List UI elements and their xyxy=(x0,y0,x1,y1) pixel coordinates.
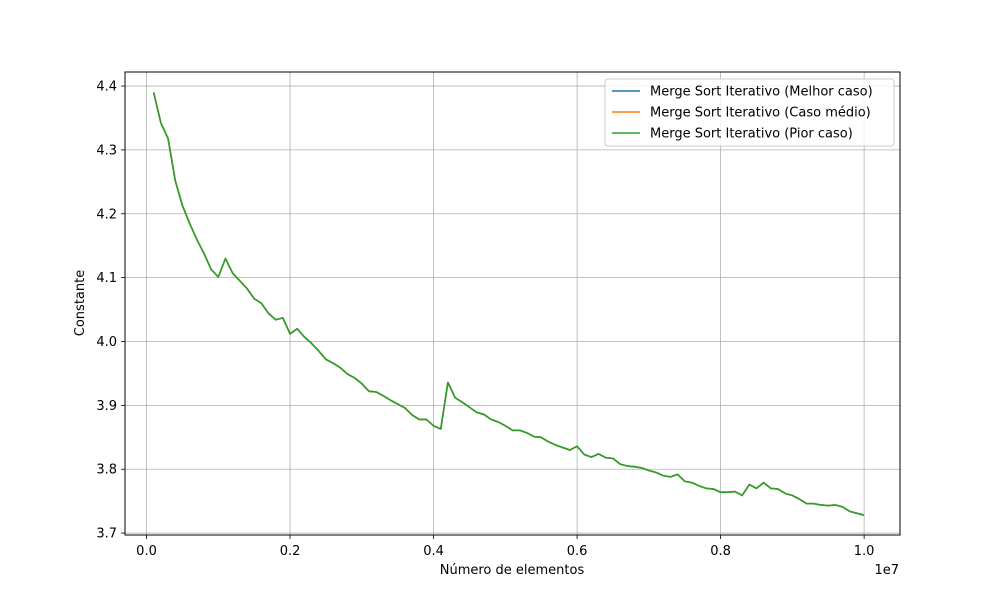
x-tick-label: 0.0 xyxy=(136,544,157,559)
x-tick-label: 0.8 xyxy=(710,544,731,559)
y-tick-label: 3.7 xyxy=(96,527,117,542)
legend: Merge Sort Iterativo (Melhor caso) Merge … xyxy=(604,78,895,147)
y-tick-label: 4.2 xyxy=(96,207,117,222)
y-axis-label: Constante xyxy=(73,270,88,336)
x-tick-label: 0.4 xyxy=(423,544,444,559)
plot-frame xyxy=(124,71,901,536)
series-line-3 xyxy=(152,92,865,516)
x-axis-offset-label: 1e7 xyxy=(874,563,899,578)
x-tick-label: 1.0 xyxy=(854,544,875,559)
x-tick-label: 0.6 xyxy=(567,544,588,559)
y-tick-label: 4.4 xyxy=(96,80,117,95)
legend-label-2: Merge Sort Iterativo (Caso médio) xyxy=(650,106,871,121)
x-axis-ticks: 0.0 0.2 0.4 0.6 0.8 1.0 xyxy=(136,535,874,559)
grid-lines xyxy=(125,72,900,535)
x-axis-label: Número de elementos xyxy=(440,563,585,578)
legend-label-3: Merge Sort Iterativo (Pior caso) xyxy=(650,127,853,142)
legend-box xyxy=(604,78,895,147)
y-tick-label: 4.3 xyxy=(96,143,117,158)
y-tick-label: 4.1 xyxy=(96,271,117,286)
y-tick-label: 3.9 xyxy=(96,399,117,414)
y-axis-ticks: 3.7 3.8 3.9 4.0 4.1 4.2 4.3 4.4 xyxy=(96,80,125,542)
y-tick-label: 3.8 xyxy=(96,463,117,478)
plot-area xyxy=(125,72,900,535)
y-tick-label: 4.0 xyxy=(96,335,117,350)
x-tick-label: 0.2 xyxy=(280,544,301,559)
series-lines xyxy=(152,92,865,516)
legend-label-1: Merge Sort Iterativo (Melhor caso) xyxy=(650,85,873,100)
